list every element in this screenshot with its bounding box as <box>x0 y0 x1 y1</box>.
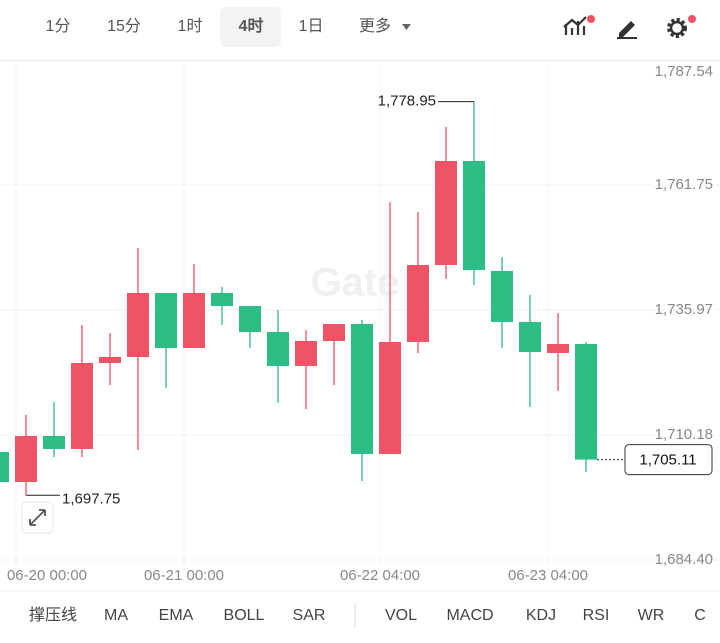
candle-body <box>379 341 401 454</box>
indicator-dot <box>587 15 595 23</box>
candle-body <box>155 292 177 349</box>
indicator-tab[interactable]: C <box>694 607 706 624</box>
interval-tab[interactable]: 1时 <box>178 17 203 35</box>
interval-tab[interactable]: 15分 <box>107 17 141 35</box>
y-tick-label: 1,761.75 <box>655 176 713 193</box>
plot <box>0 101 597 496</box>
expand-icon <box>29 509 46 526</box>
candle-body <box>0 451 9 482</box>
y-tick-label: 1,735.97 <box>655 301 713 318</box>
candle-body <box>463 160 485 271</box>
candle-body <box>295 340 317 366</box>
indicator-tab[interactable]: 撑压线 <box>29 606 77 624</box>
candle-body <box>43 435 65 449</box>
last-price-box <box>624 444 713 476</box>
interval-tab[interactable]: 1分 <box>46 17 71 35</box>
max-label: 1,778.95 <box>378 93 436 110</box>
indicator-icon[interactable] <box>563 16 587 35</box>
candle-body <box>491 270 513 322</box>
candle-body <box>407 265 429 342</box>
candle-body <box>267 332 289 366</box>
min-label: 1,697.75 <box>62 490 120 507</box>
selected-tab-bg <box>220 7 281 47</box>
dropdown-arrow[interactable] <box>402 24 411 30</box>
candle-body <box>575 343 597 460</box>
candle-body <box>15 435 37 482</box>
indicator-tab[interactable]: KDJ <box>526 607 556 624</box>
indicator-tab[interactable]: BOLL <box>224 607 265 624</box>
candle-body <box>71 362 93 449</box>
indicator-tab[interactable]: EMA <box>159 607 194 624</box>
y-tick-label: 1,684.40 <box>655 551 713 568</box>
candle-body <box>547 343 569 353</box>
x-tick-label: 06-23 04:00 <box>508 567 588 584</box>
watermark: Gate <box>311 261 400 305</box>
x-tick-label: 06-20 00:00 <box>7 567 87 584</box>
candle-body <box>183 292 205 349</box>
candle-body <box>211 292 233 306</box>
interval-tab[interactable]: 1日 <box>299 18 324 35</box>
candle-body <box>323 324 345 341</box>
indicator-tabs: 撑压线 MA EMA BOLL SAR VOL MACD KDJ RSI WR C <box>29 606 706 624</box>
indicator-tab[interactable]: RSI <box>583 607 610 624</box>
y-tick-label: 1,710.18 <box>655 426 713 443</box>
candle-body <box>519 321 541 352</box>
settings-dot <box>688 15 696 23</box>
interval-tabs: 1分 15分 1时 4时 1日 <box>46 17 324 35</box>
x-tick-label: 06-21 00:00 <box>144 567 224 584</box>
indicator-tab[interactable]: WR <box>638 607 665 624</box>
last-price-label: 1,705.11 <box>639 452 696 469</box>
draw-icon[interactable] <box>617 21 637 39</box>
indicator-tab[interactable]: MACD <box>446 607 493 624</box>
candle-body <box>435 160 457 266</box>
candle-body <box>99 356 121 363</box>
indicator-tab[interactable]: SAR <box>293 607 326 624</box>
indicator-tab[interactable]: VOL <box>385 607 417 624</box>
candle-body <box>127 292 149 357</box>
more-tab[interactable]: 更多 <box>359 17 391 35</box>
settings-icon[interactable] <box>667 18 687 38</box>
y-tick-label: 1,787.54 <box>655 63 713 80</box>
candle-body <box>351 324 373 454</box>
interval-tab[interactable]: 4时 <box>239 17 264 35</box>
indicator-tab[interactable]: MA <box>104 607 128 624</box>
x-tick-label: 06-22 04:00 <box>340 567 420 584</box>
candle-body <box>239 305 261 333</box>
